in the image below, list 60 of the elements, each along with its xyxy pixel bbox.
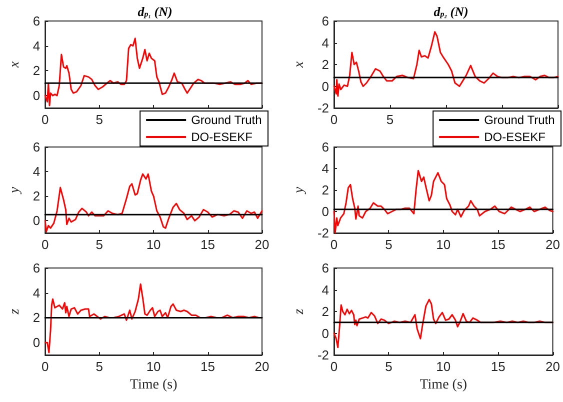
- legend-label: DO-ESEKF: [191, 130, 252, 144]
- x-tick-label: 5: [386, 112, 394, 127]
- y-tick-label: 0: [32, 88, 40, 104]
- legend-label: DO-ESEKF: [484, 130, 546, 144]
- y-axis-title: y: [8, 186, 22, 196]
- y-tick-label: 0: [32, 335, 40, 350]
- y-tick-label: 6: [322, 14, 329, 28]
- x-tick-label: 20: [546, 359, 560, 374]
- x-tick-label: 10: [436, 359, 451, 374]
- x-tick-label: 5: [385, 359, 392, 374]
- y-axis-title: z: [292, 308, 308, 316]
- x-tick-label: 5: [96, 237, 103, 252]
- x-axis-title: Time (s): [420, 377, 468, 392]
- y-axis-title: y: [292, 186, 308, 196]
- x-tick-label: 20: [546, 237, 560, 252]
- x-tick-label: 10: [146, 359, 161, 374]
- y-tick-label: 0: [322, 204, 329, 219]
- y-tick-label: 4: [322, 282, 329, 298]
- x-tick-label: 20: [254, 359, 270, 374]
- y-tick-label: 0: [32, 213, 40, 228]
- y-tick-label: 2: [322, 57, 329, 72]
- y-tick-label: 4: [32, 38, 40, 54]
- y-tick-label: 0: [322, 326, 329, 341]
- x-tick-label: 5: [96, 112, 103, 127]
- x-tick-label: 5: [96, 359, 103, 374]
- y-axis-title: x: [292, 60, 308, 69]
- y-axis-title: x: [8, 60, 22, 69]
- x-tick-label: 15: [490, 237, 506, 252]
- legend-label: Ground Truth: [191, 113, 262, 127]
- y-tick-label: 2: [322, 182, 329, 198]
- chart-title: dp₁ (N): [138, 4, 172, 19]
- chart-title: dp₂ (N): [434, 4, 468, 19]
- y-tick-label: -2: [317, 100, 329, 116]
- legend-label: Ground Truth: [484, 113, 555, 127]
- y-tick-label: 4: [322, 161, 329, 176]
- y-tick-label: 6: [322, 140, 329, 154]
- y-tick-label: 6: [32, 140, 40, 154]
- y-tick-label: 4: [32, 285, 40, 300]
- x-tick-label: 10: [436, 237, 451, 252]
- y-tick-label: -2: [317, 226, 329, 240]
- y-tick-label: 2: [322, 304, 329, 319]
- y-tick-label: -2: [317, 348, 329, 362]
- y-tick-label: 4: [322, 35, 329, 50]
- y-tick-label: 6: [32, 14, 40, 28]
- y-axis-title: z: [8, 308, 22, 316]
- x-tick-label: 15: [200, 359, 216, 374]
- y-tick-label: 2: [32, 310, 40, 326]
- y-tick-label: 6: [32, 260, 40, 276]
- y-tick-label: 2: [32, 63, 40, 78]
- x-tick-label: 15: [200, 237, 216, 252]
- x-axis-title: Time (s): [130, 377, 178, 392]
- x-tick-label: 20: [254, 237, 270, 252]
- x-tick-label: 10: [146, 237, 161, 252]
- x-tick-label: 15: [490, 359, 506, 374]
- y-tick-label: 2: [32, 188, 40, 204]
- y-tick-label: 6: [322, 260, 329, 276]
- line-series: [333, 31, 559, 97]
- y-tick-label: 0: [322, 78, 329, 94]
- x-tick-label: 5: [385, 237, 392, 252]
- y-tick-label: 4: [32, 164, 40, 180]
